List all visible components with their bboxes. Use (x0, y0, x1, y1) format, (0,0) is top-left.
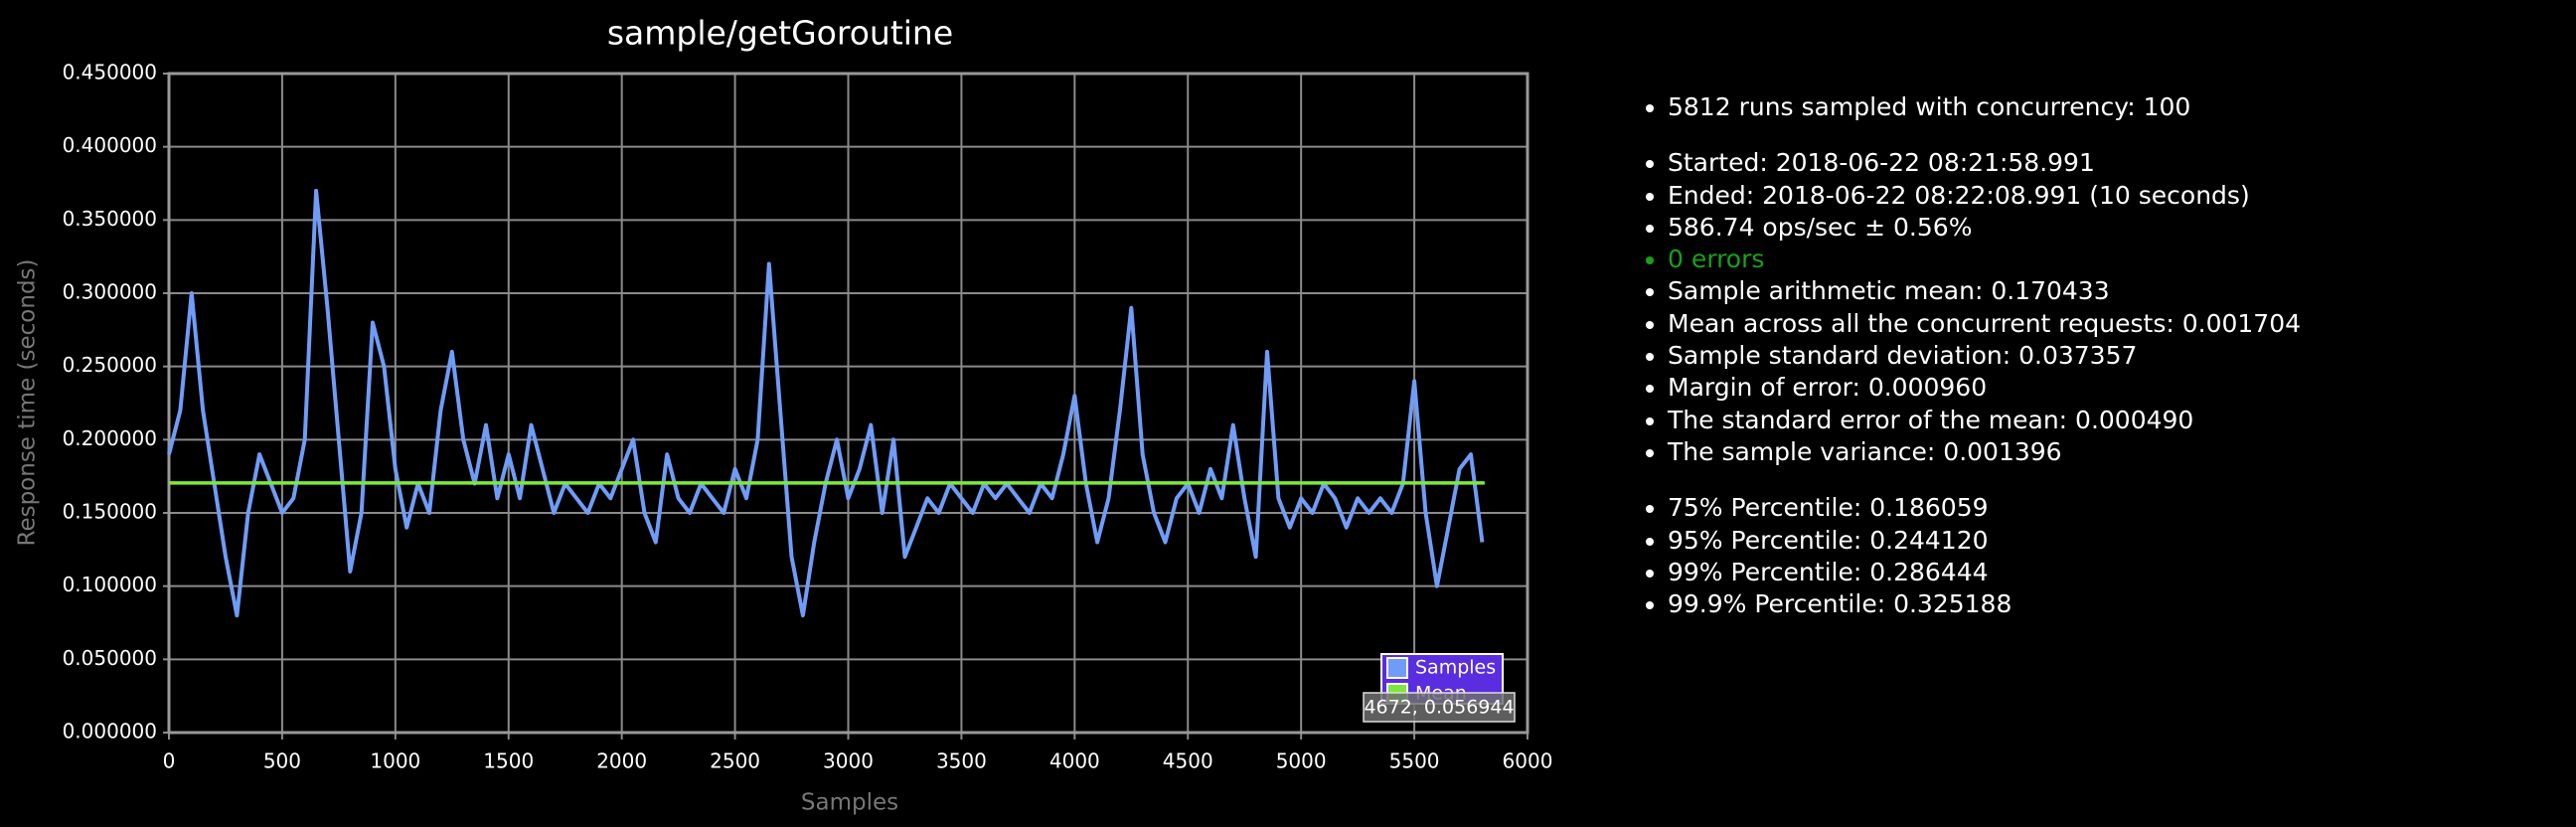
y-tick-label: 0.150000 (63, 500, 157, 524)
summary-item: Started: 2018-06-22 08:21:58.991 (1668, 147, 2532, 179)
y-tick-label: 0.100000 (63, 573, 157, 596)
x-tick-label: 2000 (596, 749, 647, 773)
summary-item: The sample variance: 0.001396 (1668, 436, 2532, 468)
x-tick-label: 5500 (1389, 749, 1440, 773)
x-tick-label: 6000 (1503, 749, 1553, 773)
x-tick-label: 1000 (370, 749, 420, 773)
legend-swatch (1386, 657, 1408, 679)
y-tick-label: 0.250000 (63, 353, 157, 377)
summary-item: 586.74 ops/sec ± 0.56% (1668, 212, 2532, 244)
x-tick-label: 4500 (1163, 749, 1213, 773)
summary-item: 5812 runs sampled with concurrency: 100 (1668, 91, 2532, 123)
x-tick-label: 3500 (936, 749, 987, 773)
y-tick-label: 0.200000 (63, 426, 157, 450)
y-tick-label: 0.400000 (63, 133, 157, 157)
y-tick-label: 0.300000 (63, 280, 157, 304)
summary-list: 75% Percentile: 0.18605995% Percentile: … (1638, 492, 2532, 620)
x-tick-label: 2500 (710, 749, 760, 773)
x-tick-label: 5000 (1276, 749, 1327, 773)
x-tick-label: 3000 (823, 749, 874, 773)
y-tick-label: 0.000000 (63, 720, 157, 744)
x-tick-label: 1500 (483, 749, 534, 773)
summary-item: 75% Percentile: 0.186059 (1668, 492, 2532, 524)
summary-item: 95% Percentile: 0.244120 (1668, 525, 2532, 557)
x-tick-label: 0 (163, 749, 176, 773)
summary-item: 99% Percentile: 0.286444 (1668, 557, 2532, 588)
summary-list: 5812 runs sampled with concurrency: 100 (1638, 91, 2532, 123)
summary-item: Margin of error: 0.000960 (1668, 372, 2532, 404)
chart: sample/getGoroutine Samples Response tim… (15, 14, 1553, 816)
summary-list: Started: 2018-06-22 08:21:58.991Ended: 2… (1638, 147, 2532, 468)
tooltip: 4672, 0.056944 (1364, 697, 1514, 719)
summary: 5812 runs sampled with concurrency: 100 S… (1638, 91, 2532, 644)
x-tick-label: 4000 (1049, 749, 1100, 773)
tooltip-box (1363, 692, 1516, 723)
series-line (167, 188, 1485, 618)
plot-border (167, 72, 1530, 735)
x-tick-label: 500 (263, 749, 301, 773)
summary-item: 0 errors (1668, 244, 2532, 275)
summary-item: Ended: 2018-06-22 08:22:08.991 (10 secon… (1668, 180, 2532, 212)
summary-item: Sample standard deviation: 0.037357 (1668, 340, 2532, 372)
y-axis-label: Response time (seconds) (15, 258, 41, 546)
legend-label: Samples (1415, 657, 1496, 679)
y-tick-label: 0.450000 (63, 61, 157, 84)
summary-item: The standard error of the mean: 0.000490 (1668, 405, 2532, 436)
summary-item: Sample arithmetic mean: 0.170433 (1668, 275, 2532, 307)
chart-title: sample/getGoroutine (607, 14, 953, 53)
x-axis-label: Samples (801, 790, 898, 816)
summary-item: Mean across all the concurrent requests:… (1668, 308, 2532, 340)
summary-item: 99.9% Percentile: 0.325188 (1668, 588, 2532, 620)
y-tick-label: 0.050000 (63, 646, 157, 670)
y-tick-label: 0.350000 (63, 207, 157, 231)
